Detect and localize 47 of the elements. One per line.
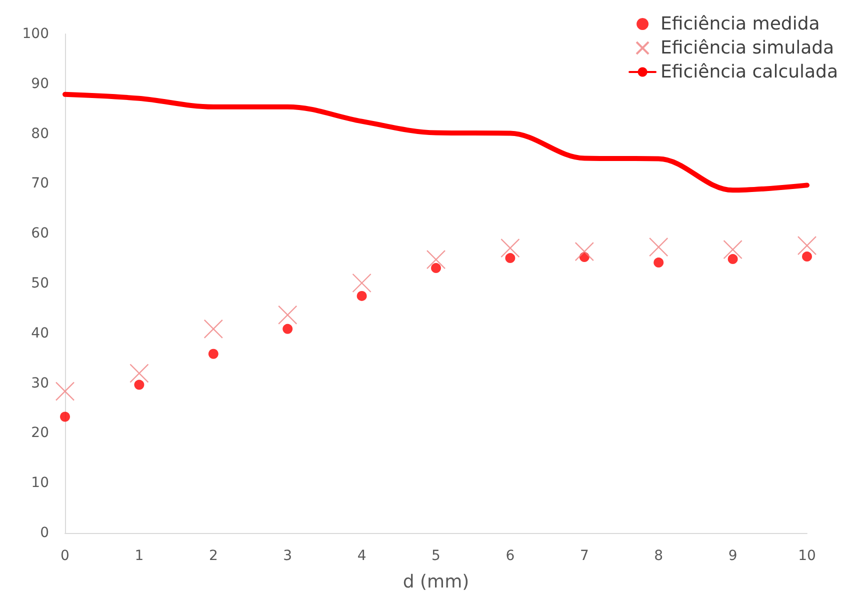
point xyxy=(55,382,75,401)
x-tick-label: 1 xyxy=(134,548,144,564)
y-tick-label: 10 xyxy=(31,475,49,492)
y-tick-label: 100 xyxy=(22,26,49,42)
point xyxy=(723,240,742,260)
point xyxy=(797,236,817,256)
x-tick-label: 2 xyxy=(208,548,218,564)
y-tick-label: 30 xyxy=(31,375,49,392)
point xyxy=(356,290,367,301)
point xyxy=(134,380,144,390)
point xyxy=(431,263,441,274)
legend-label: Eficiência calculada xyxy=(660,62,838,82)
point xyxy=(500,238,520,258)
point xyxy=(654,258,664,268)
point xyxy=(278,305,298,325)
point xyxy=(426,250,446,270)
point xyxy=(802,252,812,262)
legend-label: Eficiência simulada xyxy=(660,38,834,58)
x-tick-label: 10 xyxy=(798,548,816,564)
point xyxy=(282,324,293,334)
point xyxy=(130,364,149,383)
legend-label: Eficiência medida xyxy=(660,14,820,34)
x-tick-label: 7 xyxy=(580,548,589,564)
x-tick-label: 8 xyxy=(654,548,664,564)
point xyxy=(352,273,372,293)
y-tick-label: 50 xyxy=(31,276,49,292)
x-tick-label: 5 xyxy=(432,548,440,564)
y-tick-label: 20 xyxy=(31,425,49,442)
point xyxy=(208,348,218,359)
point xyxy=(60,412,70,422)
y-tick-label: 40 xyxy=(31,325,49,342)
y-tick-label: 80 xyxy=(31,126,49,142)
x-tick-label: 0 xyxy=(60,548,70,564)
y-tick-label: 60 xyxy=(31,226,49,242)
y-tick-label: 90 xyxy=(31,76,49,92)
point xyxy=(505,253,516,264)
point xyxy=(649,237,668,257)
x-tick-label: 9 xyxy=(728,548,738,564)
y-tick-label: 70 xyxy=(31,176,49,192)
point xyxy=(728,254,738,264)
point xyxy=(574,242,594,262)
x-tick-label: 3 xyxy=(283,548,292,564)
x-tick-label: 4 xyxy=(357,548,366,564)
x-axis-title: d (mm) xyxy=(402,572,470,592)
point xyxy=(204,319,223,339)
y-tick-label: 0 xyxy=(40,525,49,541)
x-tick-label: 6 xyxy=(506,548,515,564)
